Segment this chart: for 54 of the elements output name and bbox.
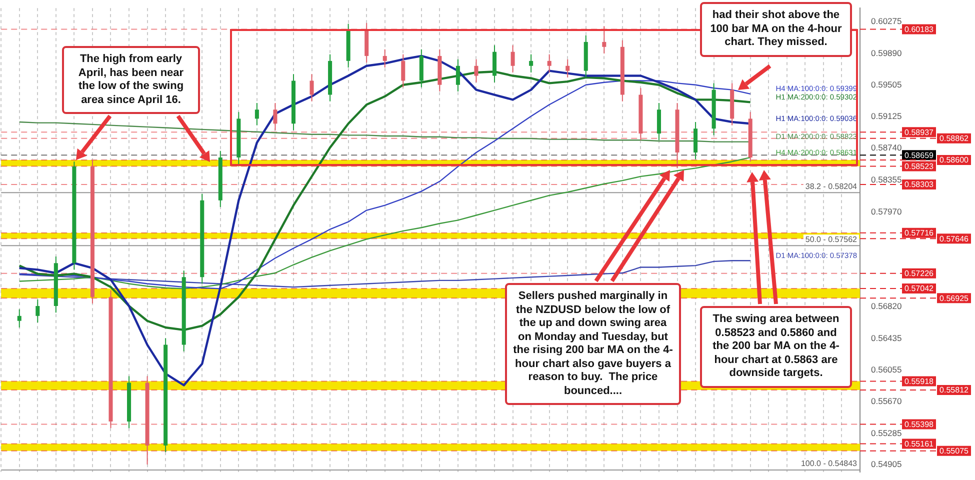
candlestick xyxy=(17,308,22,328)
candlestick xyxy=(474,58,478,83)
ref-line-label: 0.55918 xyxy=(904,376,934,386)
candlestick xyxy=(602,26,606,54)
annotation: had their shot above the 100 bar MA on the 4-hour chart. They missed. xyxy=(700,2,852,56)
candlestick xyxy=(529,54,534,73)
y-tick-label: 0.56820 xyxy=(871,301,902,312)
ref-line-label: 0.57042 xyxy=(904,284,934,294)
y-tick-label: 0.60275 xyxy=(871,16,902,26)
y-tick-label: 0.57970 xyxy=(871,206,902,216)
candlestick xyxy=(566,58,570,78)
ref-line-label: 0.58862 xyxy=(940,134,970,144)
candlestick xyxy=(656,102,661,141)
y-tick-label: 0.59125 xyxy=(871,110,902,121)
ref-line-label: 0.58937 xyxy=(904,128,934,137)
annotation: The swing area between 0.58523 and 0.5860 and the 200 bar MA on the 4-hour chart at 0.5863 are downside targets. xyxy=(700,306,852,388)
ref-line-label: 0.55075 xyxy=(940,446,970,456)
y-tick-label: 0.58740 xyxy=(871,142,902,153)
ref-line-label: 0.56925 xyxy=(940,294,970,303)
annotation: The high from early April, has been near the low of the swing area since April 16. xyxy=(62,46,200,114)
ref-line-label: 0.58523 xyxy=(904,162,934,172)
candlestick xyxy=(273,102,278,131)
y-tick-label: 0.58355 xyxy=(871,174,902,185)
candlestick xyxy=(254,102,259,126)
ref-line-label: 0.60183 xyxy=(904,25,934,34)
y-tick-label: 0.55285 xyxy=(871,428,902,438)
ref-line-label: 0.57646 xyxy=(940,234,970,244)
candlestick xyxy=(694,121,698,160)
candlestick xyxy=(36,298,40,324)
candlestick xyxy=(456,58,460,92)
y-tick-label: 0.59890 xyxy=(871,48,902,58)
annotation: Sellers pushed marginally in the NZDUSD below the low of the up and down swing area on Monday and Tuesday, but the rising 200 bar MA on the 4-hour chart also gave buyers a reason to buy. The price bounced.... xyxy=(505,283,681,405)
candlestick xyxy=(547,54,552,73)
ref-line-label: 0.55812 xyxy=(940,386,970,395)
candlestick xyxy=(492,44,497,83)
y-tick-label: 0.56055 xyxy=(871,364,902,374)
ref-line-label: 0.58600 xyxy=(940,156,970,165)
y-tick-label: 0.55670 xyxy=(871,396,902,406)
annotation: 38.2 - 0.58204 xyxy=(805,182,858,191)
candlestick xyxy=(382,48,387,68)
candlestick xyxy=(310,74,314,102)
ref-line-label: 0.55398 xyxy=(904,420,934,429)
y-tick-label: 0.56435 xyxy=(871,332,902,343)
ref-line-label: 0.57226 xyxy=(904,269,934,278)
ref-line-label: 0.57716 xyxy=(904,228,934,238)
ref-line-label: 0.58303 xyxy=(904,180,934,190)
annotation: 100.0 - 0.54843 xyxy=(800,459,858,468)
y-tick-label: 0.59505 xyxy=(871,80,902,90)
candlestick xyxy=(510,44,515,73)
ref-line-label: 0.55161 xyxy=(904,439,934,448)
annotation: 50.0 - 0.57562 xyxy=(805,234,858,244)
ref-line-label: 0.58659 xyxy=(904,150,934,160)
y-tick-label: 0.54905 xyxy=(871,459,902,470)
candlestick xyxy=(401,54,406,88)
